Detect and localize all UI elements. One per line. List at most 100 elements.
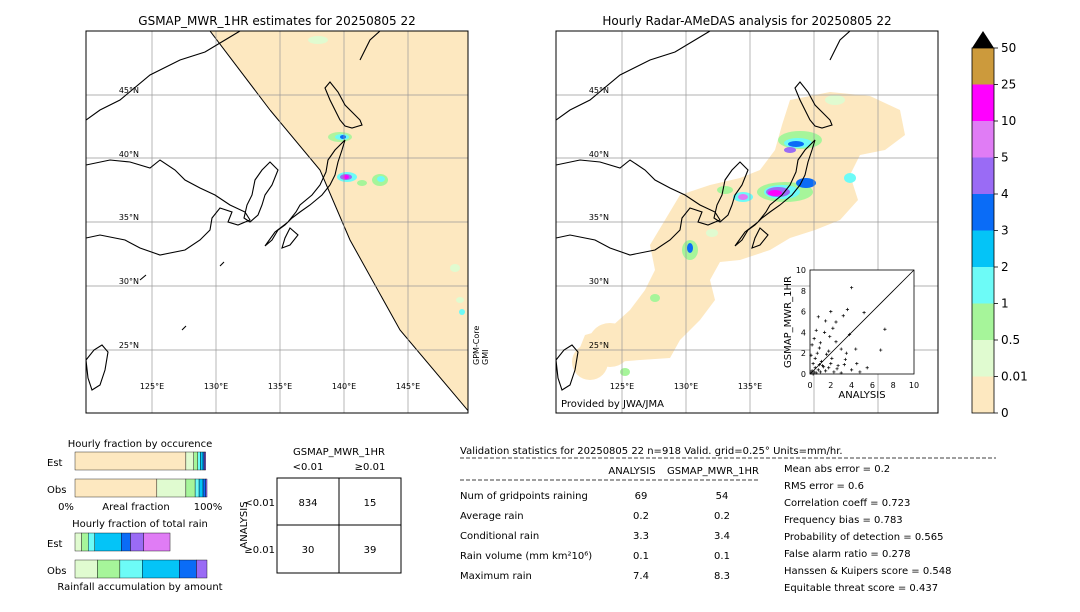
table-row-label-0: <0.01 (244, 498, 275, 509)
stat-gsmap: 0.2 (714, 511, 730, 522)
scatter-y-tick: 4 (801, 328, 806, 337)
colorbar-label: 4 (1001, 187, 1009, 201)
stacked-bar-segment (74, 478, 158, 498)
scatter-ylabel: GSMAP_MWR_1HR (783, 276, 794, 368)
rain-cat-obs: Obs (47, 566, 66, 577)
stacked-bar-segment (202, 478, 206, 498)
colorbar-block (972, 267, 994, 304)
score-ets: Equitable threat score = 0.437 (784, 583, 938, 594)
occurrence-chart: Hourly fraction by occurence Est Obs 0% … (47, 439, 222, 513)
score-mae: Mean abs error = 0.2 (784, 464, 890, 475)
colorbar: 0 0.01 0.5 1 2 3 4 5 10 25 50 (971, 31, 1028, 420)
stat-gsmap: 54 (716, 491, 729, 502)
scatter-point (810, 369, 814, 373)
scatter-point (809, 371, 813, 375)
stacked-bar-segment (204, 451, 206, 471)
scatter-point (854, 347, 858, 351)
scatter-point (834, 340, 838, 344)
stacked-bar-segment (143, 532, 171, 552)
colorbar-label: 3 (1001, 224, 1009, 238)
scatter-point (817, 346, 821, 350)
scatter-point (830, 356, 834, 360)
scatter-point (813, 356, 817, 360)
table-cell: 834 (298, 498, 317, 509)
occ-cat-obs: Obs (47, 485, 66, 496)
colorbar-label: 0.5 (1001, 333, 1020, 347)
right-map: Hourly Radar-AMeDAS analysis for 2025080… (555, 14, 939, 414)
scatter-xlabel: ANALYSIS (838, 390, 885, 401)
lat-label: 30°N (589, 277, 609, 286)
left-map-title: GSMAP_MWR_1HR estimates for 20250805 22 (138, 14, 415, 28)
stacked-bar-segment (179, 559, 197, 579)
colorbar-blocks (972, 47, 998, 414)
rain-cat-est: Est (47, 539, 63, 550)
scatter-point (827, 349, 831, 353)
stacked-bar-segment (156, 478, 187, 498)
stat-analysis: 69 (635, 491, 648, 502)
total-rain-title: Hourly fraction of total rain (72, 519, 208, 530)
scatter-point (842, 363, 846, 367)
lat-label: 30°N (119, 277, 139, 286)
scatter-point (841, 314, 845, 318)
colorbar-block (972, 157, 994, 194)
stat-analysis: 7.4 (633, 571, 649, 582)
lat-label: 40°N (589, 150, 609, 159)
scatter-point (855, 362, 859, 366)
scatter-point (821, 365, 826, 369)
stat-analysis: 0.1 (633, 551, 649, 562)
lat-label: 35°N (119, 213, 139, 222)
scatter-x-tick: 10 (909, 381, 919, 390)
lon-label: 135°E (268, 382, 292, 391)
scatter-point (811, 372, 815, 376)
lat-label: 25°N (589, 341, 609, 350)
stacked-bar-segment (198, 478, 204, 498)
scatter-y-tick: 10 (796, 266, 806, 275)
occ-tick-0: 0% (58, 502, 74, 513)
lat-label: 45°N (119, 86, 139, 95)
scatter-y-ticks: 0 2 4 6 8 10 (796, 266, 806, 379)
colorbar-label: 0.01 (1001, 370, 1028, 384)
colorbar-block (972, 376, 994, 413)
lon-label: 125°E (140, 382, 164, 391)
scatter-point (847, 332, 852, 337)
stacked-bar-segment (197, 451, 201, 471)
scatter-y-tick: 8 (801, 287, 806, 296)
scatter-y-tick: 2 (801, 349, 806, 358)
scatter-point (814, 371, 818, 375)
stacked-bar-segment (194, 478, 200, 498)
scatter-y-tick: 0 (801, 370, 806, 379)
stat-gsmap: 0.1 (714, 551, 730, 562)
col-analysis: ANALYSIS (608, 466, 655, 477)
scatter-x-tick: 2 (828, 381, 833, 390)
scatter-y-tick: 6 (801, 308, 806, 317)
colorbar-extend-arrow (972, 31, 994, 48)
stat-label: Maximum rain (460, 571, 532, 582)
scatter-point (843, 357, 847, 362)
stacked-bar-segment (74, 532, 82, 552)
col-gsmap: GSMAP_MWR_1HR (667, 466, 759, 477)
stacked-bar-segment (130, 532, 144, 552)
stat-gsmap: 3.4 (714, 531, 730, 542)
scatter-x-tick: 0 (807, 381, 812, 390)
stacked-bar-segment (119, 559, 143, 579)
scatter-point (811, 362, 815, 366)
lon-label: 140°E (332, 382, 356, 391)
scatter-point (829, 310, 833, 314)
stacked-bar-segment (74, 451, 187, 471)
colorbar-label: 25 (1001, 78, 1016, 92)
scatter-point (835, 367, 839, 371)
scatter-point (858, 370, 862, 374)
stacked-bar-segment (97, 559, 121, 579)
total-rain-chart: Hourly fraction of total rain Est Obs Ra… (47, 519, 223, 593)
score-freq-bias: Frequency bias = 0.783 (784, 515, 903, 526)
lon-label: 135°E (738, 382, 762, 391)
stat-analysis: 0.2 (633, 511, 649, 522)
scatter-x-tick: 8 (891, 381, 896, 390)
stacked-bar-segment (193, 451, 198, 471)
contingency-table: GSMAP_MWR_1HR <0.01 ≥0.01 ANALYSIS <0.01… (239, 447, 402, 574)
scatter-point (827, 366, 831, 370)
left-coastlines (86, 31, 381, 391)
stat-label: Rain volume (mm km²10⁶) (460, 551, 592, 562)
stat-label: Num of gridpoints raining (460, 491, 588, 502)
